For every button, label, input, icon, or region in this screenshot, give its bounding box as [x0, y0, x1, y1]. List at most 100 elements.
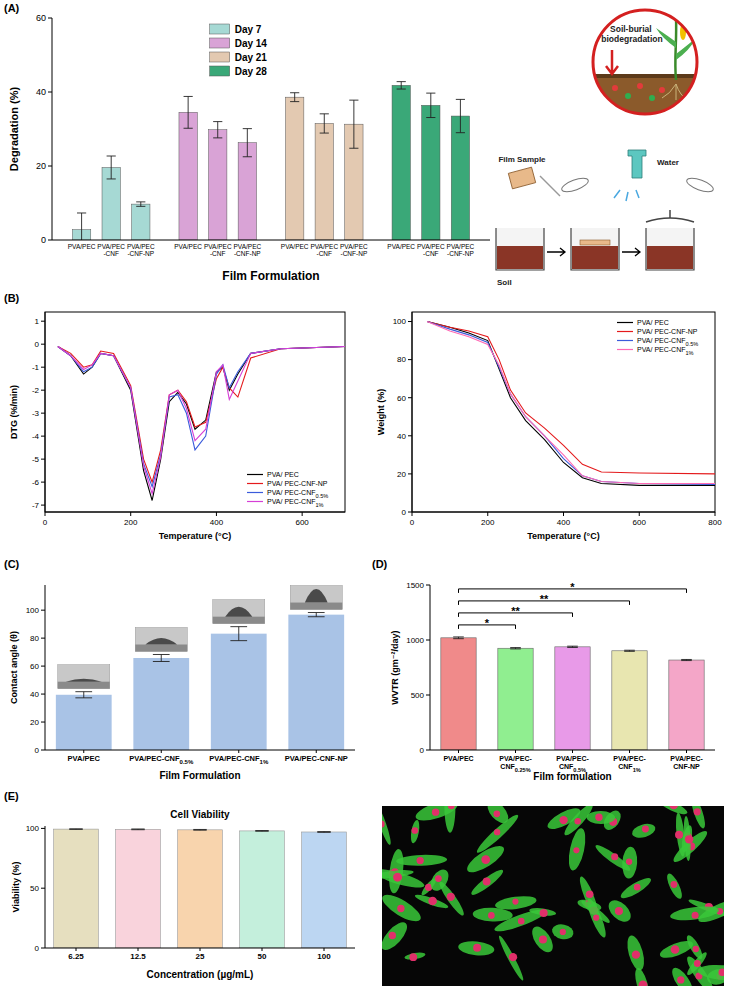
- cell-nucleus: [634, 884, 641, 891]
- y-tick: [41, 321, 45, 322]
- cell-body: [618, 875, 653, 902]
- x-tick: [572, 750, 573, 753]
- cell-nucleus: [412, 827, 419, 834]
- error-bar: [290, 93, 299, 102]
- error-bar: [69, 828, 82, 829]
- cell-body: [414, 892, 450, 910]
- x-tick-label: PVA/PEC-CNF0.5%: [129, 754, 194, 765]
- bar: [441, 638, 476, 750]
- subscript: 1%: [686, 350, 694, 356]
- subscript: 1%: [316, 502, 324, 508]
- bar: [555, 647, 590, 750]
- cell-nucleus: [393, 873, 402, 882]
- error-bar: [456, 99, 465, 132]
- cell-body: [566, 827, 589, 872]
- beaker: [646, 228, 694, 270]
- panel-label: (D): [372, 558, 388, 570]
- x-tick-label: 800: [708, 518, 722, 527]
- arrow-down: [606, 50, 618, 74]
- x-tick-label: PVA/PEC-CNF: [204, 243, 232, 257]
- cell-body: [587, 811, 616, 824]
- droplet-photo: [135, 627, 187, 651]
- x-tick: [262, 948, 263, 951]
- text-line: -CNF-NP: [127, 250, 154, 257]
- cell-nucleus: [595, 814, 602, 821]
- significance-label: **: [511, 605, 520, 617]
- y-title: WVTR (gm⁻²/day): [390, 630, 400, 704]
- bar: [209, 130, 227, 240]
- y-tick: [426, 585, 430, 586]
- cell-nucleus: [694, 960, 701, 967]
- cell-body: [472, 907, 512, 922]
- y-tick-label: 0: [35, 340, 40, 349]
- y-tick-label: -6: [32, 478, 40, 487]
- x-tick: [324, 948, 325, 951]
- cell-body: [584, 897, 609, 940]
- bar: [178, 830, 223, 948]
- cell-nucleus: [718, 968, 724, 976]
- cell-nucleus: [632, 950, 640, 958]
- y-tick-label: 1000: [406, 636, 424, 645]
- y-tick-label: -7: [32, 501, 40, 510]
- lid-knob: [669, 210, 671, 218]
- bar: [133, 658, 189, 750]
- x-tick: [412, 512, 413, 516]
- cell-body: [382, 866, 426, 892]
- cell-nucleus: [669, 806, 678, 809]
- y-tick-label: 20: [397, 470, 406, 479]
- y-axis: [430, 585, 431, 750]
- y-title: Viability (%): [11, 862, 21, 913]
- chart-line-2: 0204060801000200400600800Weight (%)Tempe…: [376, 312, 722, 541]
- x-tick-label: 400: [210, 518, 224, 527]
- y-tick: [41, 666, 45, 667]
- film-in-soil: [580, 240, 610, 245]
- y-tick: [41, 482, 45, 483]
- microbe: [659, 87, 665, 93]
- bar: [288, 615, 344, 750]
- text-line: PVA/PEC-: [556, 755, 589, 762]
- y-tick-label: 0: [402, 508, 407, 517]
- cell-body: [382, 806, 393, 846]
- cell-nucleus: [675, 831, 683, 839]
- cell-nucleus: [382, 820, 385, 827]
- text-line: PVA/PEC: [97, 243, 125, 250]
- text-line: PVA/PEC: [310, 243, 338, 250]
- y-tick-label: 60: [397, 394, 406, 403]
- x-tick: [715, 512, 716, 516]
- y-tick: [41, 610, 45, 611]
- x-tick: [629, 750, 630, 753]
- x-tick-label: PVA/PEC-CNF: [417, 243, 445, 257]
- legend-line: [247, 483, 263, 484]
- x-axis: [52, 240, 490, 241]
- x-tick-label: PVA/PEC-CNF-NP: [670, 755, 703, 770]
- x-tick: [639, 512, 640, 516]
- cell-nucleus: [539, 935, 547, 943]
- x-tick-label: PVA/PEC: [68, 754, 101, 763]
- plot-marks: [54, 829, 347, 948]
- cell-nucleus: [586, 890, 594, 898]
- cell-body: [404, 951, 426, 961]
- significance-label: *: [570, 581, 575, 593]
- y-tick-label: 1: [35, 317, 40, 326]
- y-tick: [41, 888, 45, 889]
- text-line: CNF1%: [618, 763, 641, 773]
- legend-swatch: [210, 38, 230, 48]
- droplet: [145, 638, 177, 645]
- legend-label: Day 28: [235, 66, 268, 77]
- cell-nucleus: [560, 929, 566, 935]
- plant-stem: [674, 18, 677, 80]
- series-line: [427, 322, 715, 485]
- text-line: -CNF: [210, 250, 226, 257]
- text-line: PVA/PEC: [127, 243, 155, 250]
- text-line: PVA/PEC-: [670, 755, 703, 762]
- text-line: PVA/PEC-: [613, 755, 646, 762]
- text-line: -CNF-NP: [234, 250, 261, 257]
- microbe: [625, 93, 631, 99]
- y-tick-label: -4: [32, 432, 40, 441]
- dish: [685, 176, 715, 195]
- x-axis: [45, 750, 355, 751]
- spray-drops: [614, 190, 639, 201]
- cell-nucleus: [693, 946, 699, 952]
- error-bar: [193, 829, 206, 831]
- legend-label: Day 7: [235, 24, 262, 35]
